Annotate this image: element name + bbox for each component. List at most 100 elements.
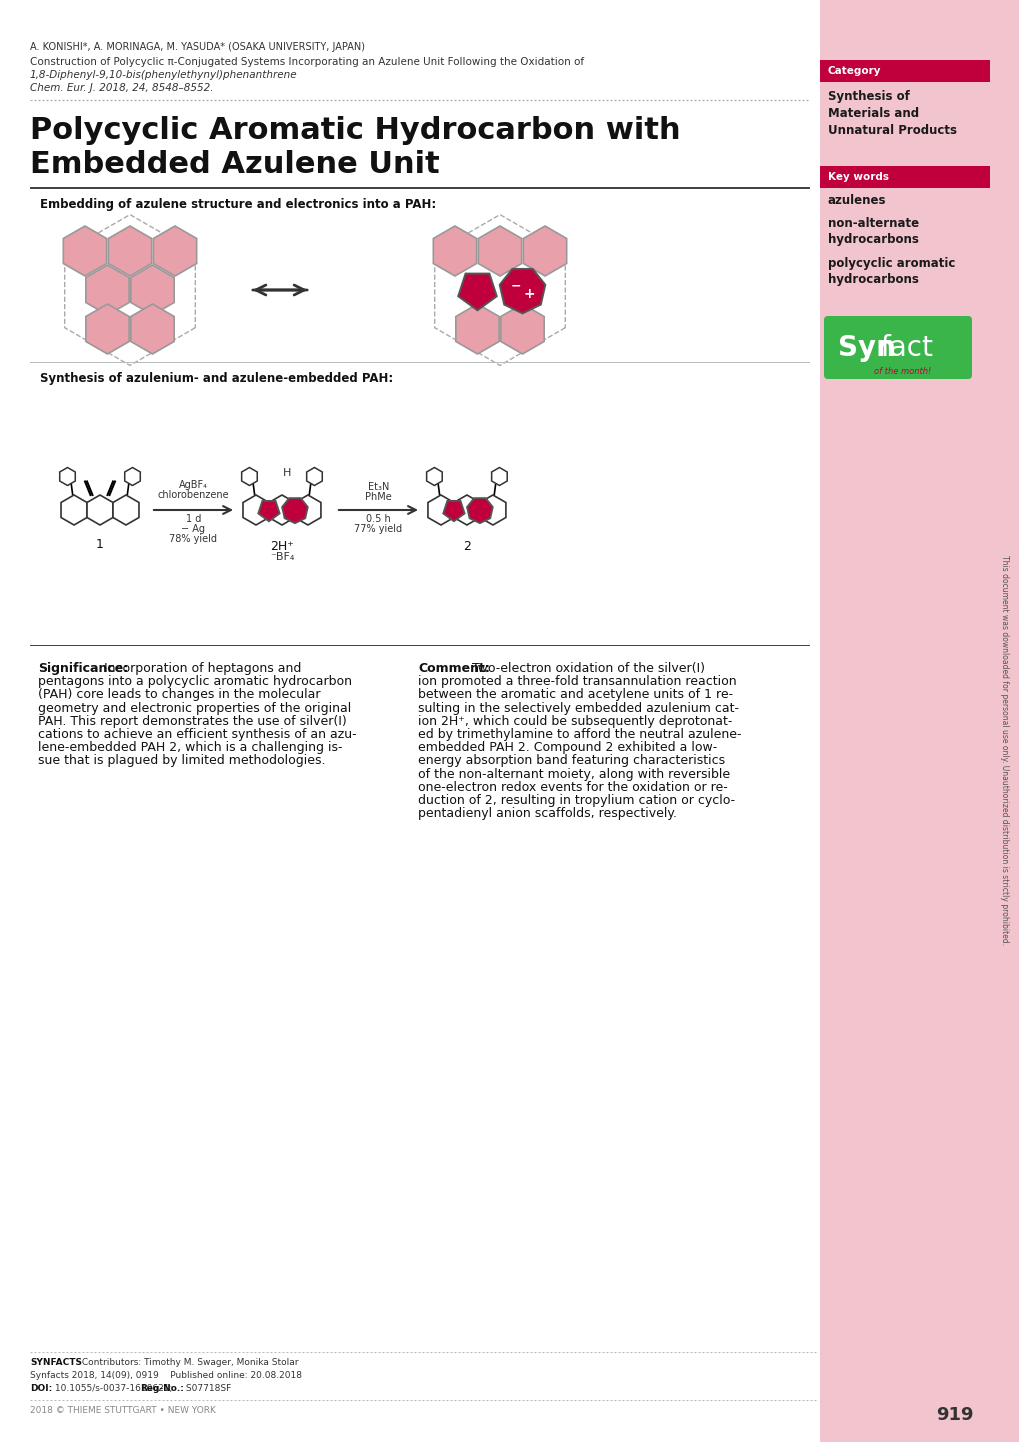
Text: Reg-No.:: Reg-No.: <box>140 1384 183 1393</box>
Polygon shape <box>63 226 107 275</box>
Bar <box>30 187 809 189</box>
Text: ed by trimethylamine to afford the neutral azulene-: ed by trimethylamine to afford the neutr… <box>418 728 741 741</box>
Text: 10.1055/s-0037-1610621;: 10.1055/s-0037-1610621; <box>52 1384 175 1393</box>
Text: Significance:: Significance: <box>38 662 128 675</box>
Text: Et₃N: Et₃N <box>368 482 388 492</box>
Polygon shape <box>130 265 174 314</box>
Polygon shape <box>130 304 174 353</box>
Text: Construction of Polycyclic π-Conjugated Systems Incorporating an Azulene Unit Fo: Construction of Polycyclic π-Conjugated … <box>30 58 584 66</box>
Text: AgBF₄: AgBF₄ <box>178 480 208 490</box>
Polygon shape <box>124 467 141 486</box>
Text: Category: Category <box>827 66 880 76</box>
Text: Incorporation of heptagons and: Incorporation of heptagons and <box>104 662 301 675</box>
Polygon shape <box>87 495 113 525</box>
Text: pentagons into a polycyclic aromatic hydrocarbon: pentagons into a polycyclic aromatic hyd… <box>38 675 352 688</box>
Polygon shape <box>61 495 87 525</box>
Text: PAH. This report demonstrates the use of silver(I): PAH. This report demonstrates the use of… <box>38 715 346 728</box>
Text: 2H⁺: 2H⁺ <box>270 539 293 552</box>
Text: embedded PAH ​2. Compound ​2 exhibited a low-: embedded PAH ​2. Compound ​2 exhibited a… <box>418 741 716 754</box>
Polygon shape <box>480 495 505 525</box>
Text: A. KONISHI*, A. MORINAGA, M. YASUDA* (OSAKA UNIVERSITY, JAPAN): A. KONISHI*, A. MORINAGA, M. YASUDA* (OS… <box>30 42 365 52</box>
Text: of the non-alternant moiety, along with reversible: of the non-alternant moiety, along with … <box>418 767 730 780</box>
Text: −: − <box>510 280 521 293</box>
Polygon shape <box>478 226 521 275</box>
Polygon shape <box>433 226 476 275</box>
Text: Comment:: Comment: <box>418 662 489 675</box>
Text: 2018 © THIEME STUTTGART • NEW YORK: 2018 © THIEME STUTTGART • NEW YORK <box>30 1406 216 1415</box>
Text: Contributors: Timothy M. Swager, Monika Stolar: Contributors: Timothy M. Swager, Monika … <box>78 1358 299 1367</box>
Polygon shape <box>269 495 294 525</box>
Text: sulting in the selectively embedded azulenium cat-: sulting in the selectively embedded azul… <box>418 702 739 715</box>
Text: pentadienyl anion scaffolds, respectively.: pentadienyl anion scaffolds, respectivel… <box>418 808 677 820</box>
Text: cations to achieve an efficient synthesis of an azu-: cations to achieve an efficient synthesi… <box>38 728 357 741</box>
Text: Synfacts 2018, 14(09), 0919    Published online: 20.08.2018: Synfacts 2018, 14(09), 0919 Published on… <box>30 1371 302 1380</box>
Text: between the aromatic and acetylene units of ​1 re-: between the aromatic and acetylene units… <box>418 688 733 701</box>
Polygon shape <box>455 304 498 353</box>
Text: one-electron redox events for the oxidation or re-: one-electron redox events for the oxidat… <box>418 780 727 793</box>
Polygon shape <box>108 226 152 275</box>
Text: geometry and electronic properties of the original: geometry and electronic properties of th… <box>38 702 351 715</box>
Text: Embedding of azulene structure and electronics into a PAH:: Embedding of azulene structure and elect… <box>40 198 436 211</box>
Text: +: + <box>523 287 535 301</box>
Polygon shape <box>499 268 545 313</box>
Text: ⁻BF₄: ⁻BF₄ <box>269 552 293 562</box>
Polygon shape <box>258 500 279 521</box>
Text: 919: 919 <box>935 1406 973 1425</box>
Text: Polycyclic Aromatic Hydrocarbon with: Polycyclic Aromatic Hydrocarbon with <box>30 115 680 146</box>
Polygon shape <box>113 495 139 525</box>
Text: This document was downloaded for personal use only. Unauthorized distribution is: This document was downloaded for persona… <box>1000 555 1009 945</box>
Polygon shape <box>467 497 492 523</box>
Text: 77% yield: 77% yield <box>354 523 403 534</box>
Polygon shape <box>242 467 257 486</box>
Bar <box>819 0 989 1442</box>
Text: non-alternate
hydrocarbons: non-alternate hydrocarbons <box>827 216 918 247</box>
Text: − Ag: − Ag <box>181 523 205 534</box>
Polygon shape <box>294 495 321 525</box>
Text: of the month!: of the month! <box>873 368 930 376</box>
Text: (PAH) core leads to changes in the molecular: (PAH) core leads to changes in the molec… <box>38 688 320 701</box>
Bar <box>989 0 1019 1442</box>
Text: azulenes: azulenes <box>827 195 886 208</box>
Polygon shape <box>86 304 129 353</box>
Polygon shape <box>453 495 480 525</box>
Text: 1: 1 <box>96 538 104 551</box>
Text: PhMe: PhMe <box>365 492 391 502</box>
Polygon shape <box>282 497 308 523</box>
Polygon shape <box>60 467 75 486</box>
Bar <box>819 166 989 187</box>
Text: chlorobenzene: chlorobenzene <box>158 490 229 500</box>
Text: ion promoted a three-fold transannulation reaction: ion promoted a three-fold transannulatio… <box>418 675 736 688</box>
Text: lene-embedded PAH ​2, which is a challenging is-: lene-embedded PAH ​2, which is a challen… <box>38 741 342 754</box>
Text: Key words: Key words <box>827 172 889 182</box>
Polygon shape <box>243 495 269 525</box>
Text: energy absorption band featuring characteristics: energy absorption band featuring charact… <box>418 754 725 767</box>
Text: ion ​2H⁺, which could be subsequently deprotonat-: ion ​2H⁺, which could be subsequently de… <box>418 715 732 728</box>
Polygon shape <box>428 495 453 525</box>
Polygon shape <box>458 274 496 310</box>
Text: DOI:: DOI: <box>30 1384 52 1393</box>
Polygon shape <box>426 467 442 486</box>
Text: 1 d: 1 d <box>185 513 201 523</box>
Polygon shape <box>307 467 322 486</box>
Polygon shape <box>86 265 129 314</box>
Text: sue that is plagued by limited methodologies.: sue that is plagued by limited methodolo… <box>38 754 325 767</box>
Polygon shape <box>500 304 543 353</box>
Text: Two-electron oxidation of the silver(I): Two-electron oxidation of the silver(I) <box>472 662 704 675</box>
Text: Synthesis of azulenium- and azulene-embedded PAH:: Synthesis of azulenium- and azulene-embe… <box>40 372 393 385</box>
Text: duction of ​2, resulting in tropylium cation or cyclo-: duction of ​2, resulting in tropylium ca… <box>418 795 735 808</box>
Polygon shape <box>153 226 197 275</box>
Text: Embedded Azulene Unit: Embedded Azulene Unit <box>30 150 439 179</box>
Text: 2: 2 <box>463 539 471 552</box>
Bar <box>819 61 989 82</box>
Text: polycyclic aromatic
hydrocarbons: polycyclic aromatic hydrocarbons <box>827 257 955 286</box>
Text: Syn: Syn <box>838 333 895 362</box>
Polygon shape <box>491 467 506 486</box>
Text: 1,8-Diphenyl-9,10-bis(phenylethynyl)phenanthrene: 1,8-Diphenyl-9,10-bis(phenylethynyl)phen… <box>30 71 298 79</box>
Text: Synthesis of
Materials and
Unnatural Products: Synthesis of Materials and Unnatural Pro… <box>827 89 956 137</box>
Text: fact: fact <box>879 333 932 362</box>
Text: Chem. Eur. J. 2018, 24, 8548–8552.: Chem. Eur. J. 2018, 24, 8548–8552. <box>30 84 213 92</box>
FancyBboxPatch shape <box>823 316 971 379</box>
Text: SYNFACTS: SYNFACTS <box>30 1358 82 1367</box>
Polygon shape <box>523 226 567 275</box>
Text: S07718SF: S07718SF <box>182 1384 231 1393</box>
